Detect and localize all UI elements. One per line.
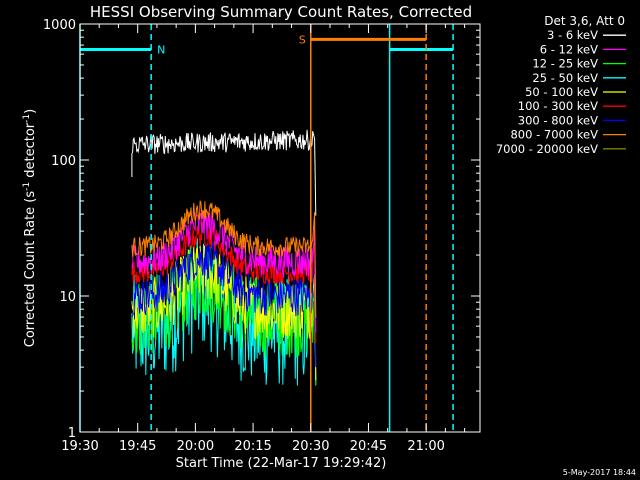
chart-title: HESSI Observing Summary Count Rates, Cor… bbox=[90, 3, 472, 21]
series-line bbox=[131, 240, 317, 368]
x-tick-label: 20:00 bbox=[177, 439, 214, 454]
x-tick-label: 20:30 bbox=[292, 439, 329, 454]
x-axis-label: Start Time (22-Mar-17 19:29:42) bbox=[176, 456, 387, 471]
y-axis-label-close: ) bbox=[23, 109, 38, 114]
footer-date: 5-May-2017 18:44 bbox=[563, 468, 636, 477]
x-tick-label: 19:30 bbox=[61, 439, 98, 454]
axes: 19:30 19:45 20:00 20:15 20:30 20:45 21:00 1 10 10… bbox=[43, 18, 480, 454]
plot-frame bbox=[79, 23, 481, 433]
y-tick-label: 10 bbox=[59, 290, 76, 305]
legend-entry-label: 50 - 100 keV bbox=[525, 85, 598, 99]
series-line bbox=[131, 242, 317, 381]
x-tick-label: 19:45 bbox=[119, 439, 156, 454]
legend-entry-label: 25 - 50 keV bbox=[532, 71, 598, 85]
y-axis-label: Corrected Count Rate (s-1 detector-1) bbox=[22, 109, 38, 347]
legend-entry-label: 12 - 25 keV bbox=[532, 57, 598, 71]
y-axis-label-detector: detector bbox=[23, 122, 38, 182]
legend-entry-label: 6 - 12 keV bbox=[540, 42, 598, 56]
y-axis-label-exp-2: -1 bbox=[22, 114, 32, 123]
x-tick-label: 20:45 bbox=[350, 439, 387, 454]
legend-entry-label: 7000 - 20000 keV bbox=[496, 142, 598, 156]
y-tick-label: 1 bbox=[68, 426, 76, 441]
y-tick-label: 1000 bbox=[43, 18, 76, 33]
x-tick-label: 20:15 bbox=[234, 439, 271, 454]
series-line bbox=[131, 129, 317, 216]
y-axis-label-exp-1: -1 bbox=[22, 182, 32, 191]
legend-entry-label: 800 - 7000 keV bbox=[510, 128, 598, 142]
legend-entry-label: 3 - 6 keV bbox=[547, 28, 598, 42]
legend-entry-label: 300 - 800 keV bbox=[518, 113, 598, 127]
plot-area: NS bbox=[79, 24, 454, 432]
saa-label: S bbox=[299, 33, 306, 46]
series-line bbox=[131, 200, 317, 318]
y-axis-label-main: Corrected Count Rate (s bbox=[23, 191, 38, 348]
series-line bbox=[131, 207, 317, 333]
legend-entry-label: 100 - 300 keV bbox=[518, 99, 598, 113]
legend-title: Det 3,6, Att 0 bbox=[544, 14, 625, 28]
y-tick-label: 100 bbox=[51, 154, 76, 169]
x-tick-label: 21:00 bbox=[407, 439, 444, 454]
night-label: N bbox=[157, 43, 165, 56]
